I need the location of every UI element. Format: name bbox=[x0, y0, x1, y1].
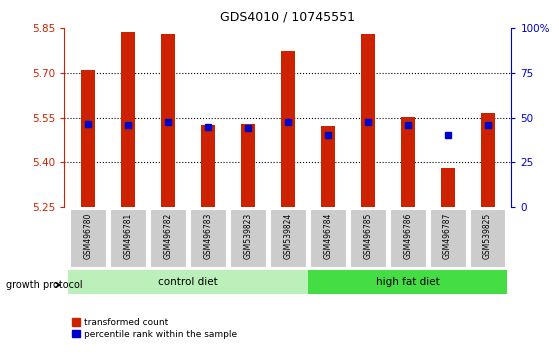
Text: GSM539824: GSM539824 bbox=[283, 212, 292, 259]
Text: GSM496786: GSM496786 bbox=[403, 212, 412, 259]
Text: GSM496784: GSM496784 bbox=[323, 212, 332, 259]
Text: GSM496781: GSM496781 bbox=[124, 212, 132, 259]
Bar bbox=[481, 113, 495, 207]
Bar bbox=[81, 70, 95, 207]
Text: high fat diet: high fat diet bbox=[376, 277, 439, 287]
Text: GSM496785: GSM496785 bbox=[363, 212, 372, 259]
FancyBboxPatch shape bbox=[430, 210, 466, 267]
Bar bbox=[401, 116, 415, 207]
FancyBboxPatch shape bbox=[190, 210, 226, 267]
FancyBboxPatch shape bbox=[150, 210, 186, 267]
Bar bbox=[321, 126, 335, 207]
FancyBboxPatch shape bbox=[270, 210, 306, 267]
FancyBboxPatch shape bbox=[308, 270, 508, 294]
FancyBboxPatch shape bbox=[390, 210, 425, 267]
Bar bbox=[201, 125, 215, 207]
Text: GSM496783: GSM496783 bbox=[203, 212, 212, 259]
Bar bbox=[241, 124, 255, 207]
FancyBboxPatch shape bbox=[68, 270, 308, 294]
FancyBboxPatch shape bbox=[110, 210, 146, 267]
Bar bbox=[440, 169, 454, 207]
Bar bbox=[361, 34, 375, 207]
FancyBboxPatch shape bbox=[70, 210, 106, 267]
Text: GSM496780: GSM496780 bbox=[84, 212, 93, 259]
Bar bbox=[281, 51, 295, 207]
Legend: transformed count, percentile rank within the sample: transformed count, percentile rank withi… bbox=[69, 314, 241, 342]
Text: GSM496782: GSM496782 bbox=[164, 212, 173, 259]
Text: control diet: control diet bbox=[158, 277, 218, 287]
Text: GSM496787: GSM496787 bbox=[443, 212, 452, 259]
Text: GDS4010 / 10745551: GDS4010 / 10745551 bbox=[220, 11, 356, 24]
Text: growth protocol: growth protocol bbox=[6, 280, 82, 290]
Text: GSM539825: GSM539825 bbox=[483, 212, 492, 259]
FancyBboxPatch shape bbox=[310, 210, 346, 267]
Bar bbox=[121, 32, 135, 207]
Text: GSM539823: GSM539823 bbox=[244, 212, 253, 259]
FancyBboxPatch shape bbox=[230, 210, 266, 267]
FancyBboxPatch shape bbox=[350, 210, 386, 267]
FancyBboxPatch shape bbox=[470, 210, 505, 267]
Bar bbox=[161, 34, 175, 207]
